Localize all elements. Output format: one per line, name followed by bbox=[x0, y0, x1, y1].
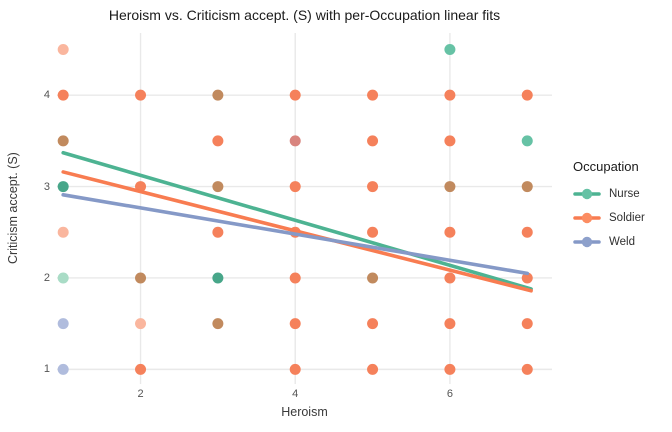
data-point bbox=[135, 89, 147, 101]
data-point bbox=[135, 363, 147, 375]
x-tick-label: 6 bbox=[446, 388, 453, 400]
legend: Occupation Nurse Soldier Weld bbox=[573, 159, 645, 254]
y-tick-label: 1 bbox=[43, 363, 50, 376]
legend-marker-icon bbox=[573, 188, 601, 200]
data-point bbox=[444, 272, 456, 284]
data-point bbox=[212, 318, 224, 330]
legend-item-label: Nurse bbox=[609, 188, 640, 200]
data-point bbox=[521, 226, 533, 238]
data-point bbox=[444, 318, 456, 330]
x-tick-label: 2 bbox=[137, 388, 144, 400]
data-point bbox=[521, 135, 533, 147]
data-point bbox=[212, 226, 224, 238]
fit-line bbox=[61, 192, 530, 276]
data-point bbox=[289, 272, 301, 284]
data-point bbox=[57, 135, 69, 147]
data-point bbox=[212, 89, 224, 101]
chart-title: Heroism vs. Criticism accept. (S) with p… bbox=[108, 7, 501, 23]
data-point bbox=[521, 318, 533, 330]
y-axis-label: Criticism accept. (S) bbox=[6, 152, 20, 265]
data-point bbox=[135, 272, 147, 284]
data-point bbox=[367, 363, 379, 375]
data-point bbox=[444, 226, 456, 238]
data-point bbox=[289, 181, 301, 193]
fit-line bbox=[61, 150, 533, 291]
data-point bbox=[212, 272, 224, 284]
data-point bbox=[57, 363, 69, 375]
x-tick-label: 4 bbox=[292, 388, 299, 400]
data-point bbox=[57, 43, 69, 55]
data-point bbox=[367, 226, 379, 238]
data-point bbox=[289, 89, 301, 101]
data-point bbox=[521, 89, 533, 101]
data-point bbox=[367, 272, 379, 284]
data-point bbox=[135, 318, 147, 330]
data-point bbox=[444, 89, 456, 101]
legend-item-label: Soldier bbox=[609, 212, 645, 224]
legend-item-weld: Weld bbox=[573, 230, 645, 254]
data-point bbox=[521, 272, 533, 284]
legend-items: Nurse Soldier Weld bbox=[573, 182, 645, 254]
y-tick-label: 3 bbox=[43, 180, 50, 193]
data-point bbox=[444, 135, 456, 147]
data-point bbox=[444, 181, 456, 193]
data-point bbox=[367, 318, 379, 330]
legend-marker-icon bbox=[573, 236, 601, 248]
data-point bbox=[212, 181, 224, 193]
data-point bbox=[289, 318, 301, 330]
data-point bbox=[367, 181, 379, 193]
legend-dot-icon bbox=[581, 212, 593, 224]
legend-dot-icon bbox=[581, 188, 593, 200]
data-point bbox=[444, 43, 456, 55]
y-tick-label: 4 bbox=[43, 89, 50, 102]
data-point bbox=[521, 181, 533, 193]
data-point bbox=[444, 363, 456, 375]
legend-dot-icon bbox=[581, 236, 593, 248]
legend-item-nurse: Nurse bbox=[573, 182, 645, 206]
data-point bbox=[521, 363, 533, 375]
data-point bbox=[57, 226, 69, 238]
fit-line bbox=[61, 170, 533, 293]
x-axis-label: Heroism bbox=[281, 405, 328, 419]
legend-item-label: Weld bbox=[609, 236, 635, 248]
legend-item-soldier: Soldier bbox=[573, 206, 645, 230]
data-point bbox=[57, 318, 69, 330]
data-point bbox=[57, 89, 69, 101]
data-point bbox=[57, 272, 69, 284]
y-tick-label: 2 bbox=[43, 271, 50, 284]
legend-title: Occupation bbox=[573, 159, 639, 174]
data-point bbox=[367, 89, 379, 101]
data-point bbox=[289, 363, 301, 375]
data-point bbox=[212, 135, 224, 147]
data-point bbox=[57, 181, 69, 193]
legend-marker-icon bbox=[573, 212, 601, 224]
data-point bbox=[289, 135, 301, 147]
data-point bbox=[367, 135, 379, 147]
